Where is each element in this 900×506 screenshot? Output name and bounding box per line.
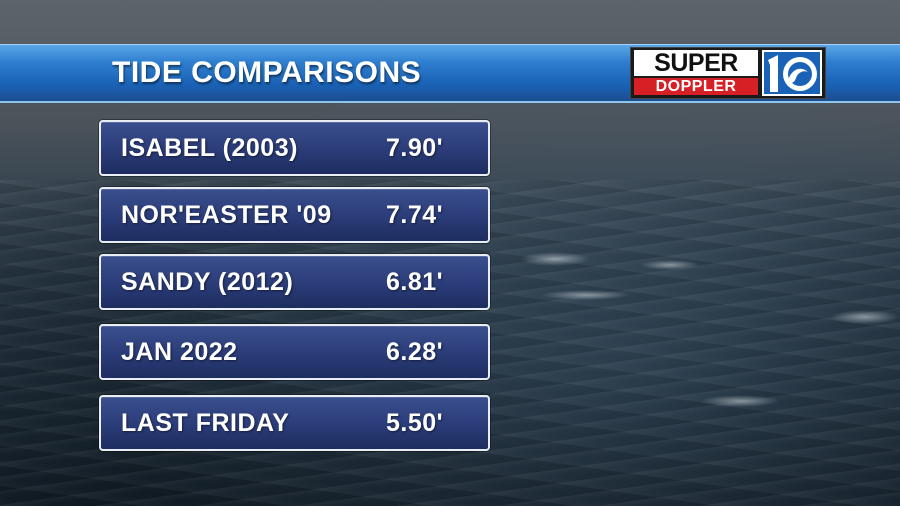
tide-row-noreaster: NOR'EASTER '09 7.74' [99, 187, 490, 243]
wave-foam [540, 290, 630, 300]
super-doppler-10-logo: SUPER DOPPLER [630, 47, 826, 99]
tide-row-sandy: SANDY (2012) 6.81' [99, 254, 490, 310]
wave-foam [830, 310, 900, 324]
tide-row-isabel: ISABEL (2003) 7.90' [99, 120, 490, 176]
tide-event-label: SANDY (2012) [121, 268, 294, 296]
tide-level-value: 7.74' [386, 201, 444, 229]
tide-event-label: NOR'EASTER '09 [121, 201, 332, 229]
tide-event-label: LAST FRIDAY [121, 409, 290, 437]
tide-level-value: 7.90' [386, 134, 444, 162]
logo-super-text: SUPER [634, 50, 758, 76]
channel-10-wave-icon [762, 50, 822, 96]
tide-level-value: 6.81' [386, 268, 444, 296]
wave-foam [520, 252, 590, 266]
tide-level-value: 6.28' [386, 338, 444, 366]
tide-row-jan-2022: JAN 2022 6.28' [99, 324, 490, 380]
page-title: TIDE COMPARISONS [112, 56, 422, 89]
logo-doppler-text: DOPPLER [634, 78, 758, 95]
tide-level-value: 5.50' [386, 409, 444, 437]
tide-event-label: ISABEL (2003) [121, 134, 298, 162]
wave-foam [640, 260, 700, 270]
tide-row-last-friday: LAST FRIDAY 5.50' [99, 395, 490, 451]
wave-foam [700, 395, 780, 407]
tide-event-label: JAN 2022 [121, 338, 238, 366]
